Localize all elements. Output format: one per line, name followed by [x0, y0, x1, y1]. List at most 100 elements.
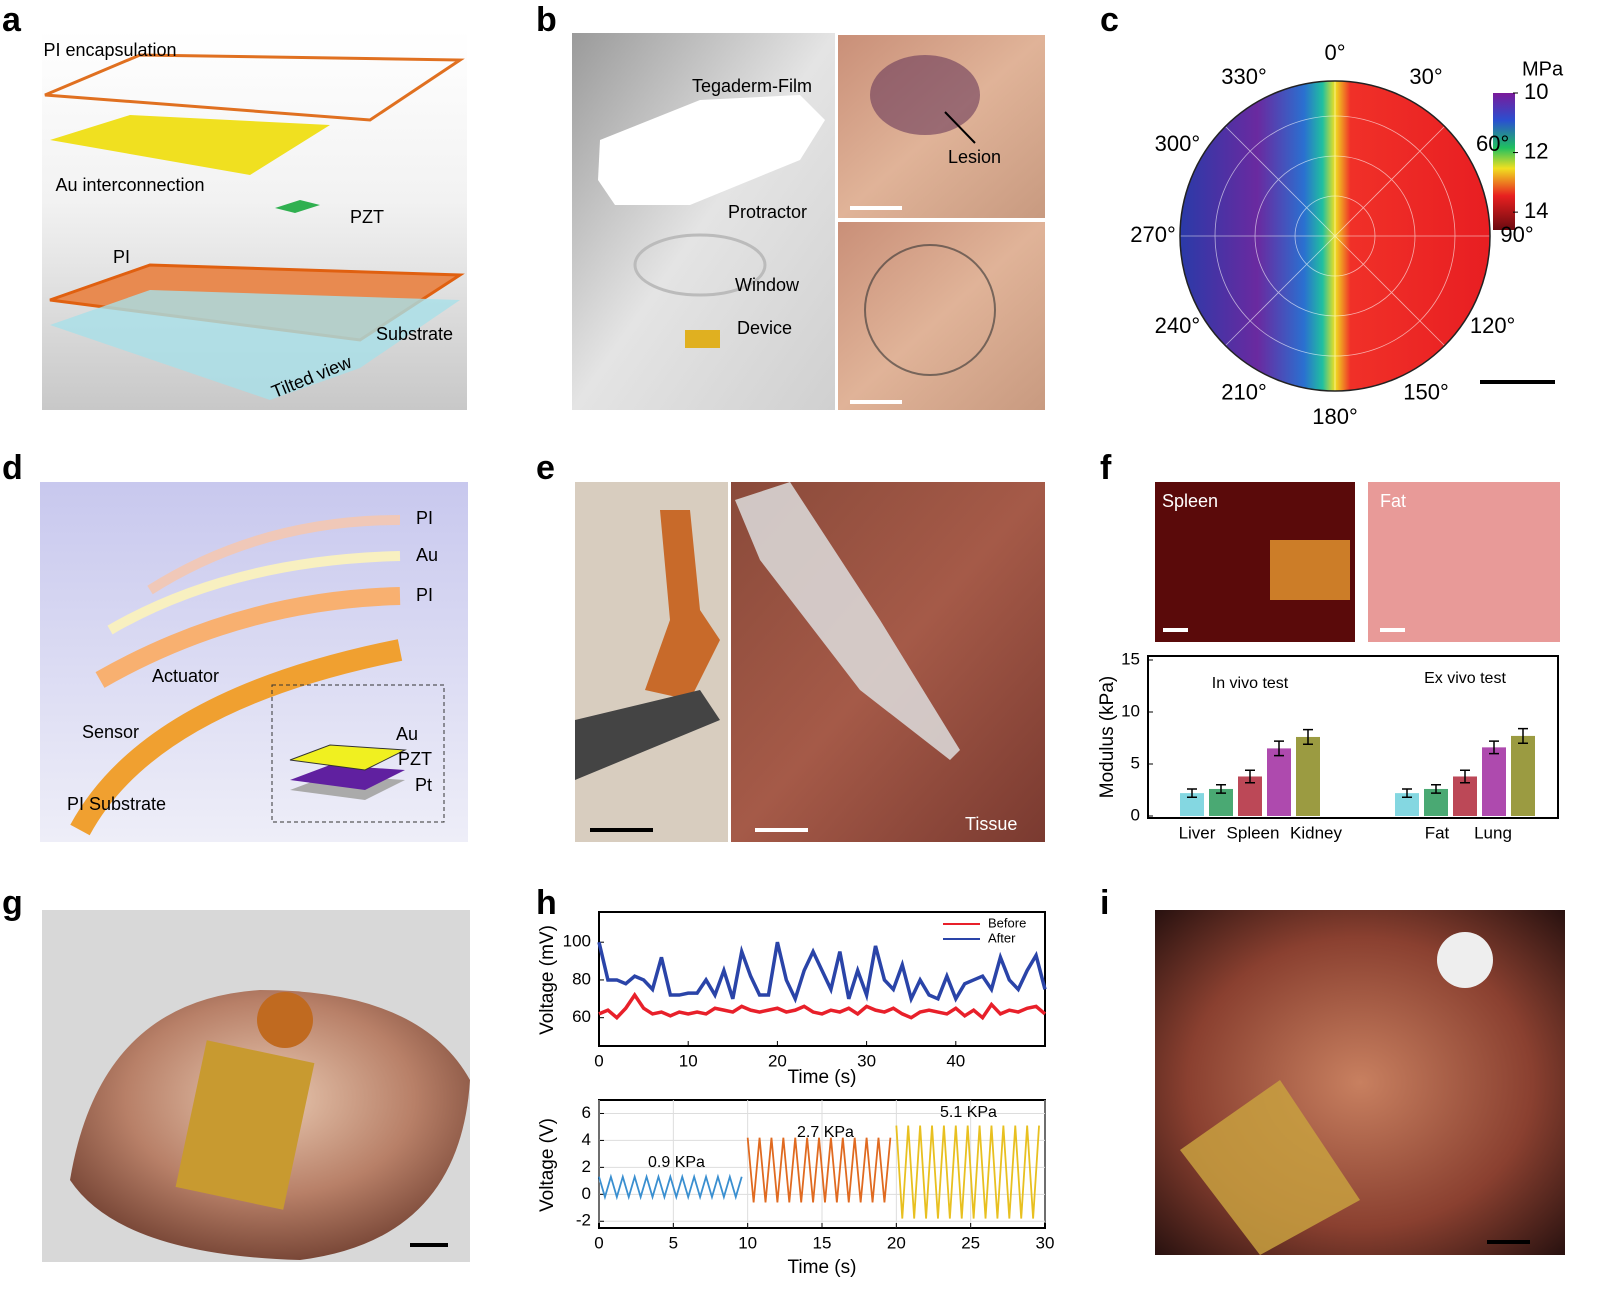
- layer: [50, 290, 460, 400]
- probe: [1270, 540, 1350, 600]
- device: [257, 992, 313, 1048]
- colorbar-tick-label: 14: [1524, 198, 1548, 223]
- label: Pt: [415, 775, 432, 795]
- layer: [147, 515, 401, 595]
- label: PI: [416, 508, 433, 528]
- x-axis-label: Time (s): [788, 1257, 857, 1278]
- angle-label: 300°: [1155, 131, 1201, 156]
- bar: [1395, 793, 1419, 816]
- label: PZT: [350, 207, 384, 227]
- y-tick-label: 60: [572, 1007, 591, 1026]
- angle-label: 240°: [1155, 313, 1201, 338]
- angle-label: 30°: [1409, 64, 1442, 89]
- y-tick-label: 6: [582, 1103, 591, 1122]
- label: Device: [737, 318, 792, 338]
- error-bar: [1245, 769, 1255, 784]
- plot-frame: [598, 911, 1046, 1047]
- label: Au interconnection: [55, 175, 205, 195]
- panel-letter: e: [536, 449, 555, 487]
- y-tick-label: 0: [1131, 805, 1140, 824]
- line: [597, 941, 1047, 1004]
- x-label: Liver: [1179, 823, 1216, 842]
- angle-label: 330°: [1221, 64, 1267, 89]
- error-bar: [1402, 788, 1412, 799]
- x-label: Lung: [1474, 823, 1512, 842]
- layer: [275, 200, 320, 213]
- x-axis-label: Time (s): [788, 1067, 857, 1088]
- error-bar: [1431, 784, 1441, 794]
- colorbar-tick-label: 10: [1524, 79, 1548, 104]
- angle-label: 120°: [1470, 313, 1516, 338]
- polar-grid: [1180, 81, 1490, 391]
- layer: [44, 53, 465, 122]
- layer: [289, 744, 407, 771]
- y-tick-label: 4: [582, 1130, 591, 1149]
- line: [598, 1173, 743, 1201]
- bar: [1296, 736, 1320, 816]
- protractor: [864, 244, 996, 376]
- group-label: Ex vivo test: [1424, 670, 1506, 687]
- x-tick-label: 20: [887, 1233, 906, 1252]
- colorbar-title: MPa: [1522, 58, 1564, 80]
- device: [1180, 1080, 1360, 1255]
- label: Au: [396, 724, 418, 744]
- label: PZT: [398, 749, 432, 769]
- label: Sensor: [82, 722, 139, 742]
- photo: [1368, 482, 1560, 642]
- x-label: Spleen: [1227, 823, 1280, 842]
- y-tick-label: 80: [572, 969, 591, 988]
- line: [895, 1125, 1040, 1219]
- film: [598, 95, 825, 205]
- y-tick-label: 100: [563, 932, 591, 951]
- probe: [645, 510, 720, 700]
- error-bar: [1274, 740, 1284, 757]
- label: Window: [735, 275, 800, 295]
- label: PI: [416, 585, 433, 605]
- x-tick-label: 0: [594, 1233, 603, 1252]
- legend-label: Before: [988, 915, 1026, 930]
- y-tick-label: -2: [576, 1211, 591, 1230]
- x-tick-label: 15: [813, 1233, 832, 1252]
- annotation: 5.1 KPa: [940, 1104, 997, 1121]
- protractor: [633, 233, 767, 297]
- angle-label: 150°: [1403, 379, 1449, 404]
- annotation: 0.9 KPa: [648, 1154, 705, 1171]
- panel-letter: b: [536, 1, 557, 39]
- angle-label: 90°: [1500, 222, 1533, 247]
- y-tick-label: 0: [582, 1184, 591, 1203]
- bar: [1180, 793, 1204, 816]
- panel-letter: c: [1100, 1, 1119, 39]
- bar: [1482, 747, 1506, 816]
- label: Spleen: [1162, 491, 1218, 511]
- colorbar-tick-label: 12: [1524, 138, 1548, 163]
- panel-letter: g: [2, 884, 23, 922]
- label: PI: [113, 247, 130, 267]
- panel-letter: d: [2, 449, 23, 487]
- annotation: 2.7 KPa: [797, 1124, 854, 1141]
- y-axis-label: Modulus (kPa): [1097, 676, 1118, 799]
- photo: [838, 222, 1045, 410]
- x-tick-label: 10: [679, 1051, 698, 1070]
- x-tick-label: 25: [961, 1233, 980, 1252]
- label: Au: [416, 545, 438, 565]
- x-tick-label: 30: [857, 1051, 876, 1070]
- y-axis-label: Voltage (V): [537, 1118, 558, 1212]
- angle-label: 60°: [1476, 131, 1509, 156]
- layer: [290, 765, 405, 790]
- device: [175, 1040, 315, 1210]
- panel-letter: a: [2, 1, 22, 39]
- x-tick-label: 5: [669, 1233, 678, 1252]
- error-bar: [1460, 769, 1470, 784]
- connector: [1437, 932, 1493, 988]
- legend-label: After: [988, 930, 1016, 945]
- panel-letter: f: [1100, 449, 1112, 487]
- x-tick-label: 30: [1036, 1233, 1055, 1252]
- inset-box: [271, 684, 445, 823]
- lesion: [870, 55, 980, 135]
- y-tick-label: 2: [582, 1157, 591, 1176]
- layer: [50, 115, 330, 175]
- angle-label: 0°: [1324, 40, 1345, 65]
- angle-label: 180°: [1312, 404, 1358, 429]
